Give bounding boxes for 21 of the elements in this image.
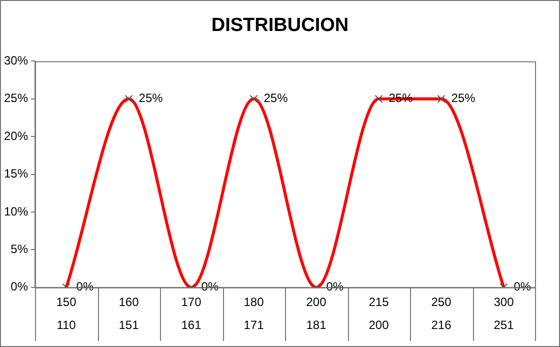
y-tick-label: 25% (4, 91, 28, 106)
data-label: 25% (388, 91, 414, 106)
y-tick-label: 5% (10, 242, 28, 256)
y-tick-label: 30% (4, 54, 28, 68)
x-tick-label: 250 216 (431, 295, 452, 332)
x-tick-label: 215 200 (368, 295, 390, 332)
y-tick-label: 10% (4, 204, 28, 218)
data-label: 25% (138, 91, 164, 106)
chart-title: DISTRIBUCION (210, 15, 350, 37)
x-tick-label: 300 251 (494, 295, 514, 332)
x-tick-label: 180 171 (244, 295, 264, 332)
x-tick-label: 170 161 (181, 295, 202, 332)
y-tick-label: 0% (10, 280, 28, 294)
y-tick-label: 20% (4, 128, 28, 143)
data-label: 0% (76, 280, 94, 294)
data-label: 25% (264, 91, 288, 106)
y-tick-label: 15% (4, 166, 28, 181)
data-label: 25% (451, 91, 476, 106)
x-tick-label: 160 151 (118, 295, 140, 332)
x-tick-label: 200 181 (306, 295, 327, 332)
x-tick-label: 150 110 (56, 295, 77, 332)
